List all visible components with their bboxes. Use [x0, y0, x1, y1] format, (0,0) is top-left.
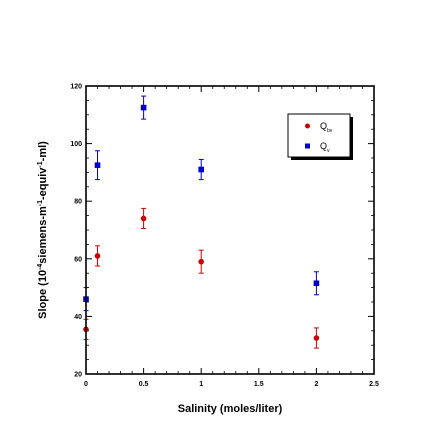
legend-label: Qbv: [320, 121, 333, 134]
data-point-square: [94, 162, 101, 168]
plot-frame: [85, 85, 375, 375]
legend-label-subscript: v: [327, 148, 330, 154]
legend-marker-square: [305, 143, 310, 149]
legend-box-shadow-bottom: [291, 157, 353, 160]
legend-label-name: Q: [320, 141, 327, 151]
y-tick-label: 120: [70, 84, 82, 91]
data-point-circle: [140, 215, 147, 222]
legend-marker-circle: [305, 123, 310, 129]
x-tick-label: 1: [199, 381, 203, 388]
x-tick-label: 0: [84, 381, 88, 388]
data-point-square: [198, 166, 204, 173]
y-tick-label: 80: [74, 199, 82, 206]
data-marks: [83, 95, 320, 349]
data-point-square: [313, 280, 320, 287]
legend-label-name: Q: [320, 121, 327, 131]
series-qbv: [83, 207, 320, 349]
x-axis-label: Salinity (moles/liter): [178, 403, 283, 415]
y-tick-label: 40: [74, 314, 82, 321]
data-point-circle: [313, 335, 320, 341]
y-tick-label: 100: [70, 141, 82, 148]
legend-label-subscript: bv: [327, 128, 333, 134]
x-tick-label: 2: [314, 381, 318, 388]
y-tick-label: 20: [74, 372, 82, 379]
data-point-circle: [198, 258, 204, 265]
legend-label: Qv: [320, 141, 330, 154]
x-tick-label: 2.5: [369, 381, 379, 388]
x-tick-label: 0.5: [139, 381, 149, 388]
x-tick-label: 1.5: [254, 381, 264, 388]
data-point-square: [140, 104, 147, 111]
y-tick-label: 60: [74, 256, 82, 263]
data-point-circle: [94, 253, 101, 259]
legend-box: [287, 113, 351, 158]
legend-box-shadow: [350, 117, 353, 160]
y-axis-label: Slope (10-4siemens-m-1-equiv-1-ml): [37, 141, 49, 319]
